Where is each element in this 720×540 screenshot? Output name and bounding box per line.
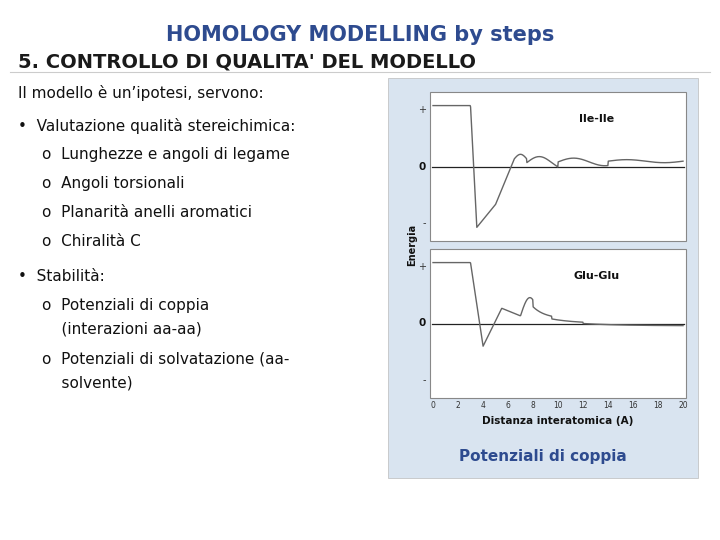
Text: 20: 20 <box>678 401 688 410</box>
Text: 8: 8 <box>531 401 536 410</box>
Text: solvente): solvente) <box>42 375 132 390</box>
Text: o  Lunghezze e angoli di legame: o Lunghezze e angoli di legame <box>42 147 290 162</box>
Text: 18: 18 <box>653 401 662 410</box>
Text: 0: 0 <box>419 319 426 328</box>
FancyBboxPatch shape <box>430 249 686 398</box>
Text: o  Potenziali di coppia: o Potenziali di coppia <box>42 298 210 313</box>
Text: -: - <box>423 375 426 385</box>
Text: 10: 10 <box>553 401 563 410</box>
Text: HOMOLOGY MODELLING by steps: HOMOLOGY MODELLING by steps <box>166 25 554 45</box>
Text: 0: 0 <box>419 161 426 172</box>
Text: o  Potenziali di solvatazione (aa-: o Potenziali di solvatazione (aa- <box>42 351 289 366</box>
Text: o  Angoli torsionali: o Angoli torsionali <box>42 176 184 191</box>
Text: -: - <box>423 218 426 228</box>
Text: 16: 16 <box>628 401 638 410</box>
Text: +: + <box>418 105 426 115</box>
Text: 12: 12 <box>578 401 588 410</box>
Text: 14: 14 <box>603 401 613 410</box>
Text: (interazioni aa-aa): (interazioni aa-aa) <box>42 322 202 337</box>
Text: 2: 2 <box>456 401 460 410</box>
Text: o  Chiralità C: o Chiralità C <box>42 234 140 249</box>
Text: Glu-Glu: Glu-Glu <box>573 271 619 281</box>
Text: 5. CONTROLLO DI QUALITA' DEL MODELLO: 5. CONTROLLO DI QUALITA' DEL MODELLO <box>18 52 476 71</box>
Text: •  Stabilità:: • Stabilità: <box>18 269 104 284</box>
FancyBboxPatch shape <box>430 92 686 241</box>
Text: Ile-Ile: Ile-Ile <box>579 114 614 124</box>
Text: Energia: Energia <box>407 224 417 266</box>
Text: Distanza interatomica (A): Distanza interatomica (A) <box>482 416 634 426</box>
Text: •  Valutazione qualità stereichimica:: • Valutazione qualità stereichimica: <box>18 118 295 134</box>
Text: 0: 0 <box>431 401 436 410</box>
Text: o  Planarità anelli aromatici: o Planarità anelli aromatici <box>42 205 252 220</box>
Text: +: + <box>418 262 426 272</box>
Text: 6: 6 <box>505 401 510 410</box>
Text: Potenziali di coppia: Potenziali di coppia <box>459 449 627 463</box>
FancyBboxPatch shape <box>388 78 698 478</box>
Text: Il modello è un’ipotesi, servono:: Il modello è un’ipotesi, servono: <box>18 85 264 101</box>
Text: 4: 4 <box>480 401 485 410</box>
